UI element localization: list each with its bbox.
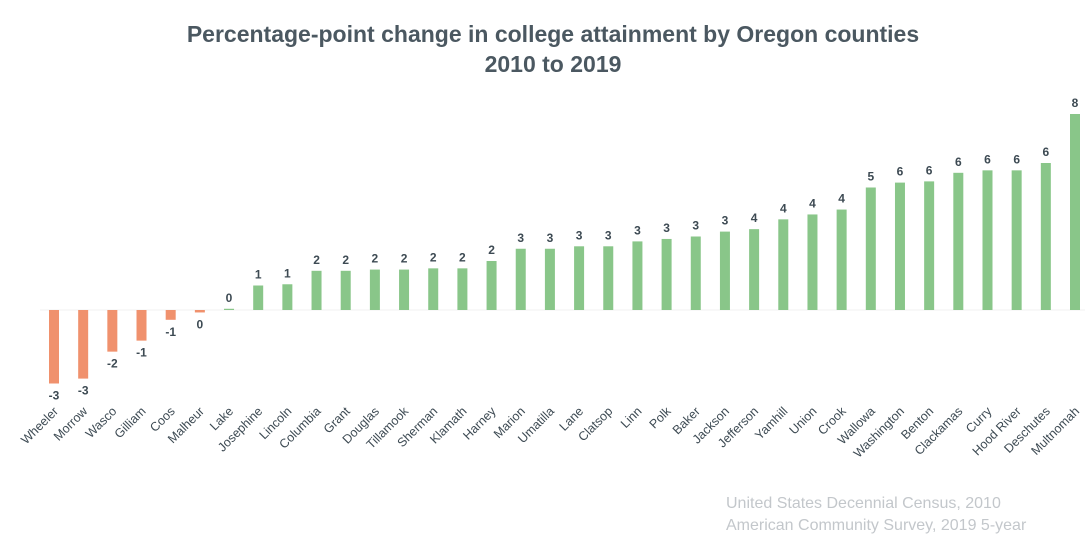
value-label-sherman: 2 [430,250,437,264]
value-label-josephine: 1 [255,268,262,282]
category-label-yamhill: Yamhill [752,404,790,442]
value-label-clackamas: 6 [955,155,962,169]
bar-multnomah [1070,114,1080,310]
bar-morrow [78,310,89,379]
value-label-douglas: 2 [372,252,379,266]
chart-title: Percentage-point change in college attai… [187,21,919,47]
value-label-baker: 3 [692,219,699,233]
bar-tillamook [399,269,410,310]
bar-crook [836,209,847,310]
category-label-union: Union [787,404,820,437]
bar-clackamas [953,172,964,310]
bars-group [49,114,1080,384]
bar-linn [632,241,643,310]
bar-coos [165,310,176,320]
bar-columbia [311,270,322,310]
value-label-clatsop: 3 [605,228,612,242]
bar-marion [515,248,526,310]
value-label-deschutes: 6 [1042,145,1049,159]
bar-harney [486,261,497,310]
category-label-gilliam: Gilliam [112,404,149,441]
value-label-lane: 3 [576,228,583,242]
bar-umatilla [544,248,555,310]
bar-malheur [194,310,205,313]
value-labels-group: -3 -3 -2 -1 -1 0 0 1 1 2 2 2 2 2 2 2 3 3 3 3 3 3 3 3 4 4 4 4 5 6 6 6 6 6 6… [49,96,1079,403]
value-label-morrow: -3 [78,384,89,398]
bar-yamhill [778,219,789,310]
bar-klamath [457,268,468,310]
value-label-wallowa: 5 [867,170,874,184]
category-label-morrow: Morrow [51,404,91,444]
bar-lincoln [282,284,293,310]
source-line-1: United States Decennial Census, 2010 [726,495,1001,512]
value-label-coos: -1 [165,325,176,339]
value-label-yamhill: 4 [780,201,787,215]
value-label-grant: 2 [342,253,349,267]
category-label-harney: Harney [460,404,499,443]
value-label-union: 4 [809,196,816,210]
value-label-crook: 4 [838,192,845,206]
bar-deschutes [1040,163,1051,310]
value-label-jackson: 3 [722,214,729,228]
bar-baker [690,236,701,310]
bar-grant [340,270,351,310]
category-label-wheeler: Wheeler [18,404,61,447]
value-label-harney: 2 [488,243,495,257]
value-label-washington: 6 [897,165,904,179]
category-label-linn: Linn [618,404,645,431]
bar-wasco [107,310,118,352]
value-label-wheeler: -3 [49,389,60,403]
value-label-jefferson: 4 [751,211,758,225]
value-label-multnomah: 8 [1072,96,1079,110]
value-label-lincoln: 1 [284,266,291,280]
bar-wheeler [49,310,59,384]
category-label-wasco: Wasco [83,404,120,441]
bar-polk [661,238,672,310]
value-label-curry: 6 [984,152,991,166]
bar-gilliam [136,310,147,341]
bar-sherman [428,268,439,310]
chart-subtitle: 2010 to 2019 [485,51,622,77]
value-label-polk: 3 [663,221,670,235]
bar-jackson [719,231,730,310]
value-label-hood-river: 6 [1013,152,1020,166]
bar-wallowa [865,187,876,310]
value-label-gilliam: -1 [136,346,147,360]
bar-clatsop [603,246,614,310]
bar-lane [574,246,585,310]
value-label-wasco: -2 [107,357,118,371]
value-label-klamath: 2 [459,250,466,264]
value-label-columbia: 2 [313,253,320,267]
value-label-lake: 0 [226,291,233,305]
bar-jefferson [749,229,760,310]
value-label-marion: 3 [517,231,524,245]
value-label-linn: 3 [634,223,641,237]
bar-curry [982,170,993,310]
source-line-2: American Community Survey, 2019 5-year [726,517,1027,534]
value-label-benton: 6 [926,163,933,177]
bar-benton [924,181,935,311]
bar-washington [894,182,905,310]
bar-douglas [369,269,380,310]
bar-union [807,214,818,310]
bar-lake [224,308,235,310]
bar-josephine [253,285,264,310]
value-label-malheur: 0 [197,317,204,331]
bar-hood-river [1011,170,1022,310]
value-label-umatilla: 3 [547,231,554,245]
value-label-tillamook: 2 [401,252,408,266]
